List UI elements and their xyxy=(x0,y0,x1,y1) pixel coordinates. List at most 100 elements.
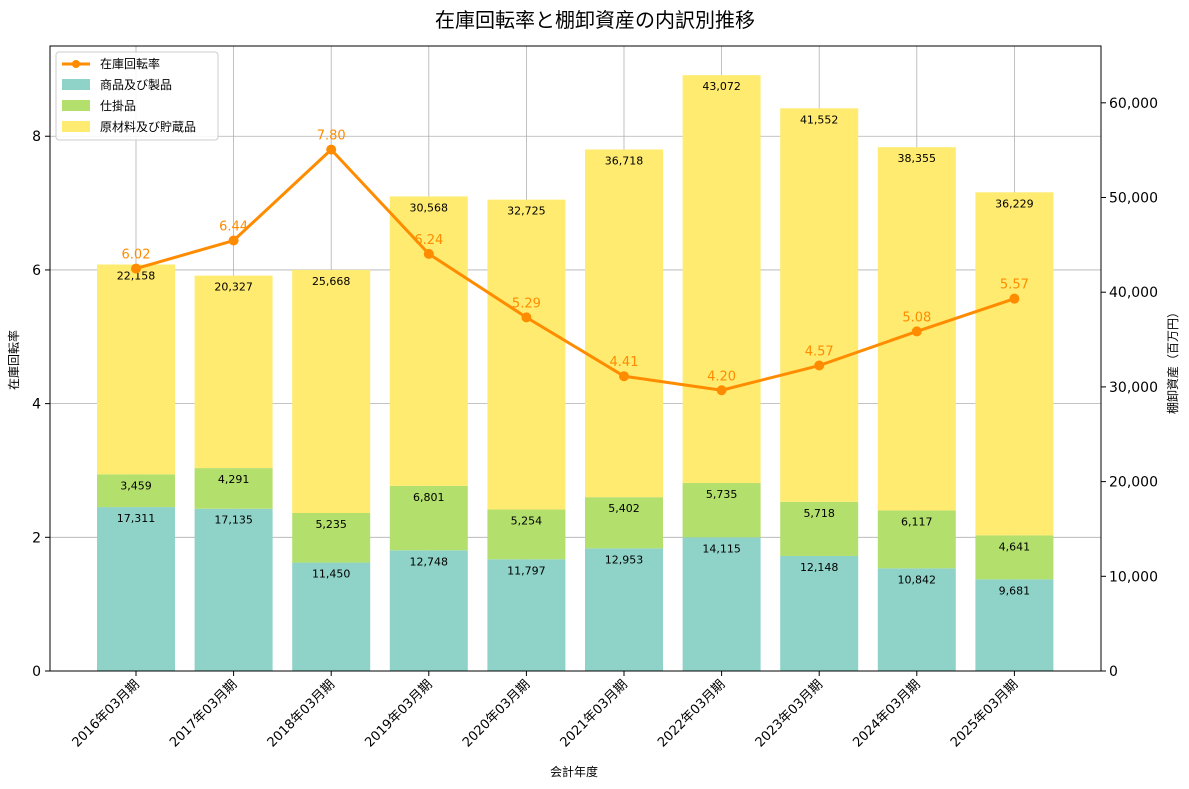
right-tick-label: 10,000 xyxy=(1109,569,1158,585)
bar-value-label: 43,072 xyxy=(702,80,741,93)
bar-segment xyxy=(487,559,566,671)
turnover-line-path xyxy=(135,148,1015,392)
legend-swatch xyxy=(62,100,90,111)
bar-value-label: 6,117 xyxy=(901,515,933,528)
bar-value-label: 12,148 xyxy=(800,561,839,574)
left-tick-label: 6 xyxy=(32,263,41,279)
bar-value-label: 3,459 xyxy=(120,479,152,492)
bar-segment xyxy=(780,501,859,556)
bar-segment xyxy=(585,497,663,549)
bar-segment xyxy=(682,537,761,671)
legend-entry-label: 在庫回転率 xyxy=(100,56,160,71)
turnover-value-label: 7.80 xyxy=(317,129,346,144)
bar-segment xyxy=(292,562,371,671)
bar-segment xyxy=(585,149,663,498)
x-tick-label: 2023年03月期 xyxy=(753,677,826,750)
turnover-point xyxy=(1009,293,1020,304)
bar-value-label: 4,641 xyxy=(999,540,1031,553)
legend-swatch xyxy=(62,79,90,90)
right-axis-label: 棚卸資産（百万円） xyxy=(1165,306,1180,414)
bar-value-label: 22,158 xyxy=(117,269,156,282)
bar-value-label: 6,801 xyxy=(413,491,445,504)
bar-value-label: 5,254 xyxy=(511,515,543,528)
left-tick-label: 8 xyxy=(32,129,41,145)
bar-value-label: 17,135 xyxy=(214,514,253,527)
bar-value-label: 5,235 xyxy=(315,518,347,531)
bar-segment xyxy=(389,485,468,551)
legend-entry-label: 原材料及び貯蔵品 xyxy=(100,120,196,134)
turnover-point xyxy=(814,360,825,371)
right-tick-label: 50,000 xyxy=(1109,191,1158,207)
bar-segment xyxy=(292,512,371,563)
bar-segment xyxy=(975,192,1054,536)
x-tick-label: 2016年03月期 xyxy=(70,677,143,750)
x-tick-label: 2019年03月期 xyxy=(362,677,435,750)
x-tick-label: 2020年03月期 xyxy=(460,677,533,750)
legend-box xyxy=(55,51,219,141)
right-tick-label: 60,000 xyxy=(1109,96,1158,112)
turnover-value-label: 6.24 xyxy=(414,233,443,248)
bar-value-label: 36,718 xyxy=(605,154,644,167)
bar-segment xyxy=(194,275,273,469)
bar-value-label: 5,718 xyxy=(803,507,835,520)
x-tick-label: 2022年03月期 xyxy=(655,677,728,750)
bar-segment xyxy=(292,269,371,513)
turnover-value-label: 4.41 xyxy=(610,355,639,370)
turnover-point xyxy=(326,144,337,155)
bar-value-label: 5,402 xyxy=(608,502,640,515)
right-tick-label: 40,000 xyxy=(1109,285,1158,301)
turnover-value-label: 4.20 xyxy=(707,369,736,384)
left-tick-label: 2 xyxy=(32,530,41,546)
turnover-point xyxy=(423,248,434,259)
bar-segment xyxy=(389,196,468,486)
right-tick-label: 30,000 xyxy=(1109,380,1158,396)
turnover-value-label: 6.02 xyxy=(122,248,151,263)
bar-segment xyxy=(487,199,566,510)
bar-value-label: 41,552 xyxy=(800,113,839,126)
legend-entry-label: 仕掛品 xyxy=(100,98,136,113)
legend-swatch xyxy=(62,121,90,132)
bar-value-label: 4,291 xyxy=(218,473,250,486)
bar-value-label: 20,327 xyxy=(214,281,253,294)
bars: 17,311 17,135 11,450 12,748 11,797 12,953 14,1… xyxy=(97,75,1054,671)
bar-segment xyxy=(780,108,859,502)
bar-value-label: 30,568 xyxy=(410,201,449,214)
left-tick-label: 0 xyxy=(32,664,41,680)
x-tick-label: 2017年03月期 xyxy=(167,677,240,750)
x-tick-label: 2024年03月期 xyxy=(850,677,923,750)
chart-title: 在庫回転率と棚卸資産の内訳別推移 xyxy=(435,8,755,32)
bar-segment xyxy=(97,474,175,508)
bar-value-label: 12,748 xyxy=(410,555,449,568)
bar-segment xyxy=(682,483,761,538)
turnover-point xyxy=(521,312,532,323)
plot-frame xyxy=(49,45,1102,672)
bar-segment xyxy=(97,507,175,671)
bar-value-label: 9,681 xyxy=(999,584,1031,597)
x-axis-label: 会計年度 xyxy=(550,764,598,779)
turnover-value-label: 5.57 xyxy=(1000,278,1029,293)
turnover-point xyxy=(228,235,239,246)
bar-value-label: 38,355 xyxy=(898,152,937,165)
bar-segment xyxy=(585,548,663,671)
turnover-value-label: 5.29 xyxy=(512,296,541,311)
bar-segment xyxy=(780,555,859,671)
bar-segment xyxy=(194,508,273,671)
bar-segment xyxy=(487,509,566,560)
bar-value-label: 14,115 xyxy=(702,542,741,555)
bar-segment xyxy=(389,550,468,671)
legend-line-marker xyxy=(72,60,80,68)
turnover-point xyxy=(131,263,141,274)
bar-segment xyxy=(194,468,273,509)
left-axis-label: 在庫回転率 xyxy=(6,330,21,390)
bar-value-label: 11,450 xyxy=(312,568,351,581)
left-tick-label: 4 xyxy=(32,397,41,413)
bar-value-label: 12,953 xyxy=(605,553,644,566)
turnover-point xyxy=(619,371,629,382)
bar-value-label: 36,229 xyxy=(995,197,1034,210)
right-tick-label: 0 xyxy=(1109,664,1118,680)
turnover-value-label: 4.57 xyxy=(805,345,834,360)
bar-value-label: 10,842 xyxy=(898,573,937,586)
turnover-point xyxy=(911,326,922,337)
turnover-value-label: 5.08 xyxy=(902,310,931,325)
